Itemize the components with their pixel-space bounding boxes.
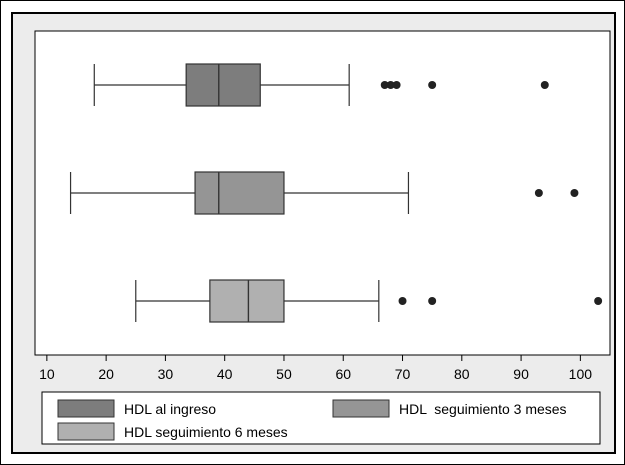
x-tick-label: 30 [158,366,174,382]
legend-box [41,391,601,445]
outlier-point [380,81,389,89]
legend-label-3: HDL seguimiento 6 meses [124,424,288,440]
outlier-point [570,189,579,197]
box-group-3 [135,279,603,323]
x-tick-label: 20 [98,366,114,382]
x-tick-label: 100 [569,366,593,382]
outlier-point [428,297,437,305]
legend: HDL al ingreso HDL seguimiento 3 meses HDL… [41,391,601,445]
outlier-point [428,81,437,89]
legend-label-1: HDL al ingreso [124,401,216,417]
x-tick-label: 10 [39,366,55,382]
x-axis: 10 20 30 40 50 60 70 80 90 100 [39,355,592,382]
boxes-layer [69,63,603,323]
x-tick-label: 60 [335,366,351,382]
legend-label-2: HDL seguimiento 3 meses [399,401,567,417]
x-tick-label: 90 [513,366,529,382]
outlier-point [398,297,407,305]
x-tick-label: 40 [217,366,233,382]
x-tick-label: 50 [276,366,292,382]
outlier-point [392,81,401,89]
outlier-point [540,81,549,89]
outlier-point [594,297,603,305]
outlier-point [534,189,543,197]
x-tick-label: 80 [454,366,470,382]
outlier-point [386,81,395,89]
iqr-box [209,279,285,323]
legend-swatch-2 [332,399,390,418]
legend-swatch-1 [57,399,115,418]
box-group-2 [69,171,579,215]
box-group-1 [93,63,549,107]
legend-swatch-3 [57,422,115,441]
iqr-box [194,171,285,215]
iqr-box [185,63,261,107]
x-tick-label: 70 [395,366,411,382]
